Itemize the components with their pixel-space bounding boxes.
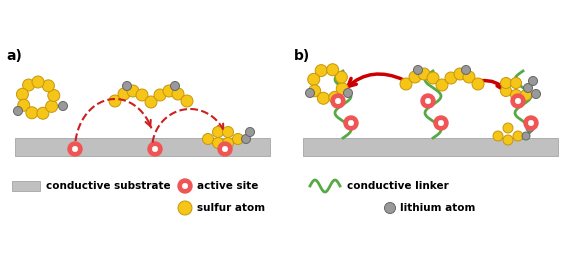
Circle shape bbox=[222, 146, 228, 152]
Text: active site: active site bbox=[197, 181, 259, 191]
Circle shape bbox=[73, 146, 78, 152]
Circle shape bbox=[409, 71, 421, 83]
Circle shape bbox=[32, 76, 44, 88]
Circle shape bbox=[463, 71, 475, 83]
Circle shape bbox=[136, 89, 148, 101]
Circle shape bbox=[245, 127, 255, 136]
Circle shape bbox=[521, 90, 532, 101]
Circle shape bbox=[493, 131, 503, 141]
Text: a): a) bbox=[6, 49, 22, 63]
Circle shape bbox=[421, 94, 435, 108]
Circle shape bbox=[37, 107, 49, 119]
Circle shape bbox=[522, 132, 530, 140]
Circle shape bbox=[241, 134, 251, 144]
Circle shape bbox=[503, 135, 513, 145]
Circle shape bbox=[178, 201, 192, 215]
Bar bbox=[12, 181, 40, 191]
Circle shape bbox=[510, 78, 521, 89]
Circle shape bbox=[427, 72, 439, 84]
Circle shape bbox=[309, 85, 321, 97]
Circle shape bbox=[127, 85, 139, 97]
Circle shape bbox=[516, 98, 521, 104]
Circle shape bbox=[154, 89, 166, 101]
Circle shape bbox=[454, 68, 466, 80]
Text: conductive substrate: conductive substrate bbox=[46, 181, 170, 191]
Circle shape bbox=[13, 106, 22, 115]
Circle shape bbox=[528, 120, 533, 126]
Circle shape bbox=[472, 78, 484, 90]
Circle shape bbox=[524, 83, 532, 92]
Circle shape bbox=[18, 99, 30, 111]
Circle shape bbox=[501, 86, 511, 97]
Text: sulfur atom: sulfur atom bbox=[197, 203, 265, 213]
Circle shape bbox=[327, 64, 339, 76]
Circle shape bbox=[461, 66, 471, 74]
Circle shape bbox=[400, 78, 412, 90]
Circle shape bbox=[145, 96, 157, 108]
Circle shape bbox=[222, 137, 233, 148]
Circle shape bbox=[118, 88, 130, 100]
Circle shape bbox=[59, 101, 67, 111]
Circle shape bbox=[526, 124, 534, 132]
Circle shape bbox=[178, 179, 192, 193]
Circle shape bbox=[501, 78, 511, 89]
Circle shape bbox=[336, 83, 348, 95]
Circle shape bbox=[123, 81, 131, 91]
Circle shape bbox=[172, 88, 184, 100]
Circle shape bbox=[46, 100, 58, 112]
Circle shape bbox=[213, 137, 223, 148]
Circle shape bbox=[511, 94, 525, 108]
Circle shape bbox=[344, 116, 358, 130]
Circle shape bbox=[152, 146, 158, 152]
Bar bbox=[303, 138, 558, 156]
Text: lithium atom: lithium atom bbox=[400, 203, 475, 213]
Circle shape bbox=[438, 120, 444, 126]
Circle shape bbox=[425, 98, 431, 104]
Circle shape bbox=[43, 80, 54, 92]
Circle shape bbox=[68, 142, 82, 156]
Circle shape bbox=[48, 90, 60, 101]
Circle shape bbox=[218, 142, 232, 156]
Circle shape bbox=[335, 71, 347, 83]
Circle shape bbox=[315, 65, 327, 77]
Circle shape bbox=[181, 95, 193, 107]
Circle shape bbox=[529, 77, 537, 86]
Circle shape bbox=[109, 95, 121, 107]
Circle shape bbox=[308, 73, 320, 85]
Circle shape bbox=[385, 202, 396, 214]
Circle shape bbox=[348, 120, 354, 126]
Circle shape bbox=[317, 92, 329, 104]
Circle shape bbox=[513, 131, 523, 141]
Circle shape bbox=[305, 89, 314, 98]
Circle shape bbox=[183, 183, 188, 189]
Circle shape bbox=[203, 133, 214, 144]
Circle shape bbox=[163, 85, 175, 97]
Circle shape bbox=[445, 72, 457, 84]
Circle shape bbox=[335, 98, 340, 104]
Circle shape bbox=[418, 68, 430, 80]
Circle shape bbox=[524, 116, 538, 130]
Circle shape bbox=[436, 79, 448, 91]
Circle shape bbox=[532, 90, 540, 99]
Circle shape bbox=[26, 107, 38, 119]
Circle shape bbox=[22, 79, 35, 91]
Circle shape bbox=[17, 88, 28, 100]
Circle shape bbox=[503, 123, 513, 133]
Circle shape bbox=[331, 94, 345, 108]
Circle shape bbox=[343, 89, 353, 98]
Circle shape bbox=[510, 90, 521, 101]
Circle shape bbox=[222, 126, 233, 137]
Circle shape bbox=[170, 81, 180, 91]
Circle shape bbox=[329, 91, 341, 103]
Circle shape bbox=[434, 116, 448, 130]
Circle shape bbox=[213, 126, 223, 137]
Circle shape bbox=[414, 66, 423, 74]
Circle shape bbox=[148, 142, 162, 156]
Bar bbox=[15, 138, 270, 156]
Text: conductive linker: conductive linker bbox=[347, 181, 449, 191]
Text: b): b) bbox=[294, 49, 310, 63]
Circle shape bbox=[233, 133, 244, 144]
